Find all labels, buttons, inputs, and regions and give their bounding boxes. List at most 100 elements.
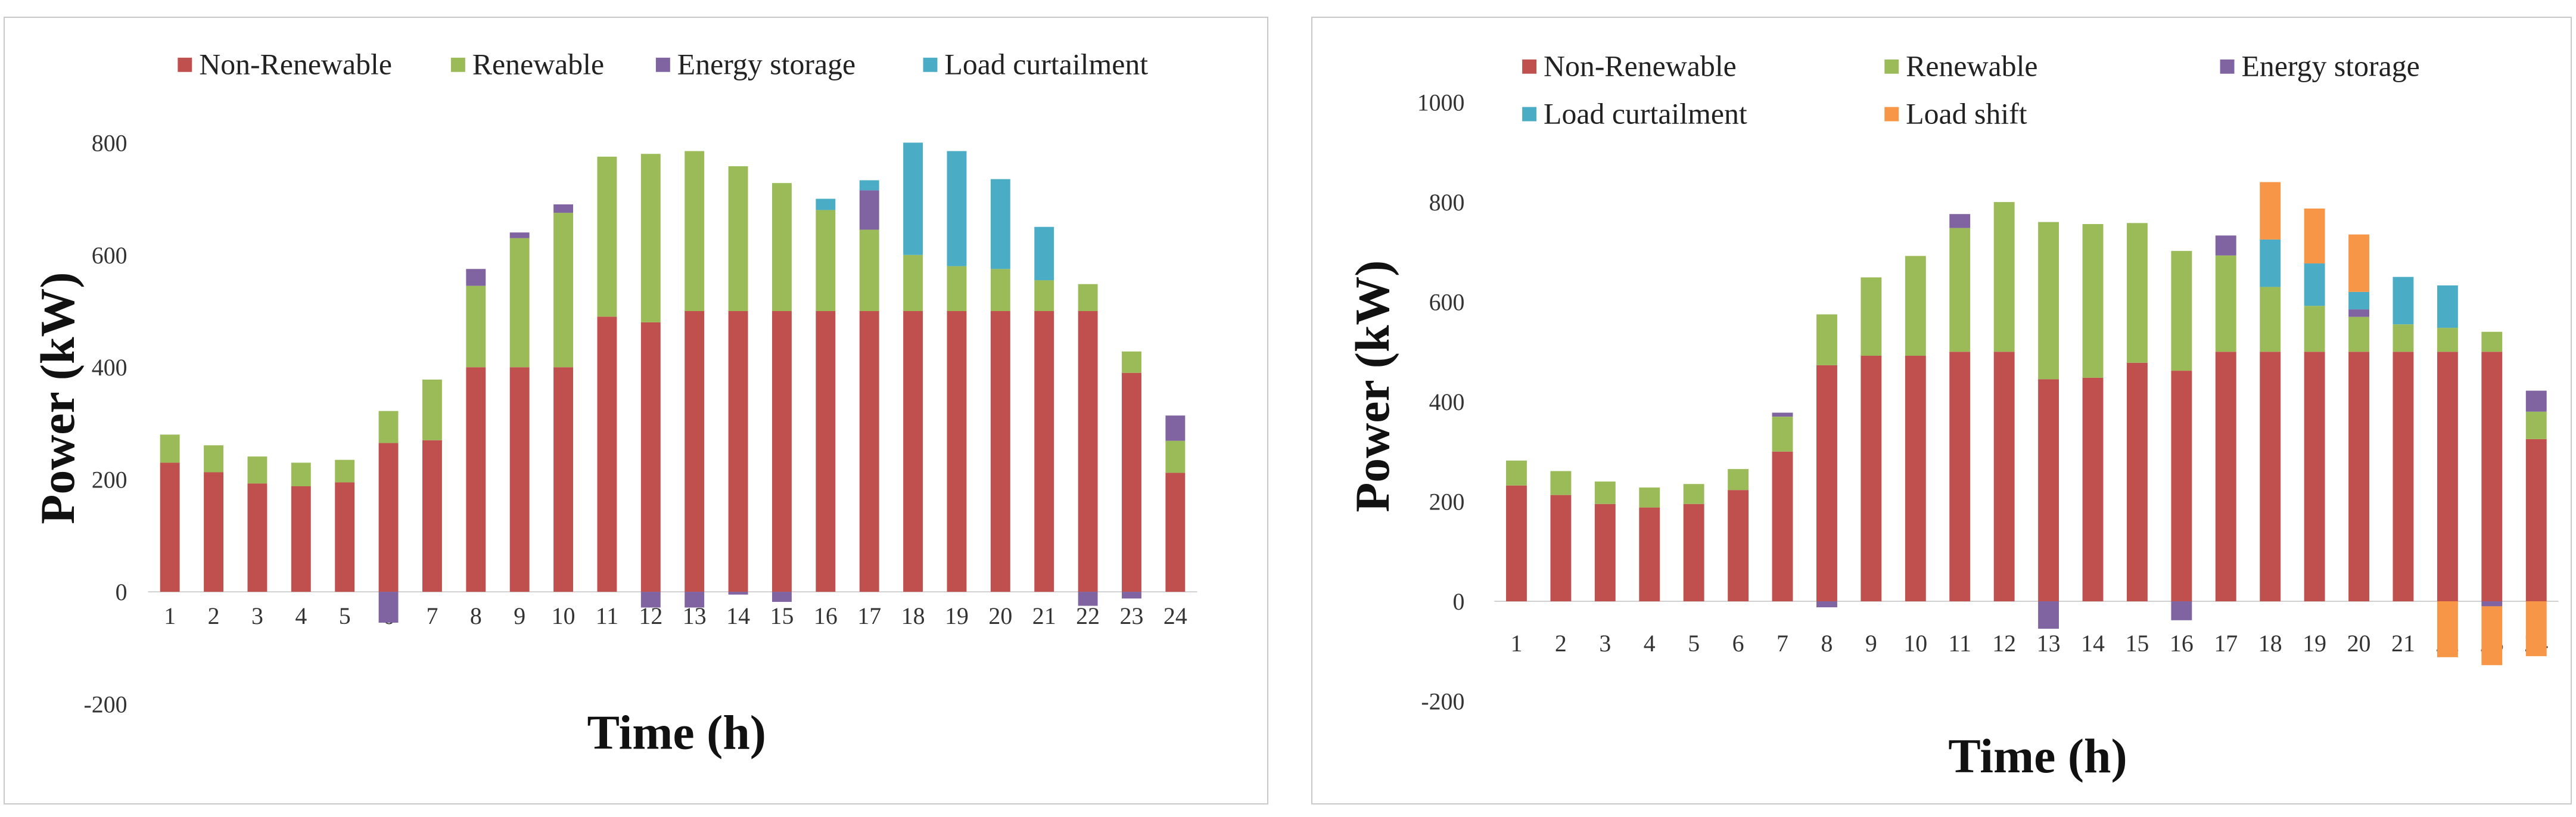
y-axis-title: Power (kW)	[30, 272, 85, 524]
x-tick-label: 20	[2347, 630, 2371, 657]
bar-energy-storage-h14	[728, 592, 748, 595]
y-tick-label: 0	[116, 579, 127, 605]
bar-non-renewable-h5	[1683, 504, 1704, 602]
bar-non-renewable-h7	[422, 440, 442, 592]
bar-non-renewable-h11	[597, 316, 617, 592]
y-tick-label: -200	[84, 691, 127, 717]
bar-renewable-h8	[466, 285, 486, 368]
legend-swatch-non-renewable	[1522, 59, 1537, 74]
legend: Non-Renewable Renewable Energy storage L…	[1522, 50, 2420, 130]
bar-non-renewable-h20	[2348, 352, 2370, 602]
y-tick-label: 1000	[1417, 89, 1465, 116]
legend-swatch-load-shift	[1884, 107, 1899, 122]
bar-non-renewable-h2	[204, 472, 224, 592]
x-tick-label: 1	[164, 602, 176, 629]
bar-load-curtailment-h21	[1034, 226, 1054, 281]
bar-renewable-h10	[553, 213, 574, 368]
bar-non-renewable-h7	[1772, 451, 1793, 602]
bar-non-renewable-h1	[160, 462, 180, 592]
bar-energy-storage-h22	[1078, 592, 1098, 606]
bar-load-shift-h19	[2304, 208, 2325, 264]
legend-label-renewable: Renewable	[472, 48, 604, 81]
bar-energy-storage-h13	[685, 592, 705, 608]
bar-energy-storage-h10	[553, 204, 574, 213]
bar-renewable-h4	[291, 462, 311, 487]
bar-renewable-h14	[2082, 223, 2104, 378]
bar-renewable-h17	[859, 229, 879, 312]
bar-renewable-h1	[1506, 460, 1527, 486]
bar-energy-storage-h24	[1165, 415, 1186, 441]
bar-energy-storage-h8	[1816, 601, 1837, 608]
bar-non-renewable-h23	[1122, 372, 1141, 592]
bar-energy-storage-h24	[2525, 390, 2547, 412]
x-tick-label: 12	[1992, 630, 2016, 657]
y-axis-title: Power (kW)	[1345, 260, 1399, 512]
bar-renewable-h21	[2393, 324, 2414, 352]
x-tick-label: 14	[2081, 630, 2105, 657]
bars-layer	[160, 142, 1186, 623]
bar-non-renewable-h19	[947, 311, 967, 592]
bar-load-curtailment-h21	[2393, 277, 2414, 325]
bar-non-renewable-h6	[1728, 490, 1749, 602]
bar-non-renewable-h21	[1034, 311, 1054, 592]
x-tick-label: 14	[726, 602, 750, 629]
bar-non-renewable-h23	[2481, 352, 2503, 602]
bar-renewable-h1	[160, 434, 180, 463]
x-tick-label: 5	[339, 602, 351, 629]
bar-non-renewable-h21	[2393, 352, 2414, 602]
x-tick-label: 3	[251, 602, 263, 629]
bar-load-curtailment-h22	[2437, 285, 2458, 328]
legend-swatch-renewable	[450, 57, 465, 72]
x-tick-label: 2	[1555, 630, 1567, 657]
bar-renewable-h15	[772, 183, 792, 312]
legend-swatch-load-curtailment	[1522, 107, 1537, 122]
bar-energy-storage-h11	[1949, 214, 1971, 228]
x-tick-label: 5	[1688, 630, 1700, 657]
bar-load-curtailment-h16	[816, 198, 836, 210]
legend-label-non-renewable: Non-Renewable	[1544, 50, 1737, 83]
x-tick-label: 16	[2170, 630, 2194, 657]
bar-renewable-h17	[2215, 255, 2236, 352]
bar-non-renewable-h4	[291, 486, 311, 592]
bar-load-shift-h18	[2260, 182, 2281, 240]
y-tick-label: 800	[1429, 189, 1465, 216]
bar-energy-storage-h9	[509, 232, 530, 238]
bar-renewable-h9	[1861, 277, 1882, 356]
bar-renewable-h22	[2437, 328, 2458, 352]
bar-renewable-h12	[1993, 202, 2015, 352]
bar-renewable-h11	[597, 156, 617, 317]
y-tick-label: 400	[92, 354, 127, 381]
bar-non-renewable-h10	[1905, 355, 1926, 602]
legend-label-energy-storage: Energy storage	[2241, 50, 2419, 83]
x-tick-label: 4	[1644, 630, 1656, 657]
bar-renewable-h7	[1772, 417, 1793, 452]
bar-energy-storage-h16	[2171, 601, 2192, 620]
x-tick-label: 9	[1865, 630, 1877, 657]
bar-renewable-h3	[1594, 481, 1616, 504]
x-tick-label: 1	[1511, 630, 1523, 657]
bar-renewable-h2	[204, 445, 224, 473]
x-tick-label: 7	[426, 602, 438, 629]
bar-renewable-h18	[903, 254, 923, 312]
x-tick-label: 11	[596, 602, 618, 629]
bar-non-renewable-h1	[1506, 485, 1527, 602]
bar-energy-storage-h23	[2481, 601, 2503, 607]
bar-non-renewable-h13	[685, 311, 705, 592]
bar-load-curtailment-h20	[990, 179, 1010, 269]
bar-non-renewable-h22	[2437, 352, 2458, 602]
x-tick-label: 18	[2258, 630, 2282, 657]
bar-energy-storage-h23	[1122, 592, 1141, 599]
bar-renewable-h16	[816, 210, 836, 312]
x-tick-label: 10	[552, 602, 575, 629]
bar-renewable-h23	[1122, 351, 1141, 373]
x-tick-label: 15	[2125, 630, 2149, 657]
bar-renewable-h21	[1034, 280, 1054, 312]
bars-layer	[1506, 182, 2547, 666]
bar-load-curtailment-h18	[2260, 239, 2281, 287]
y-tick-label: 0	[1452, 588, 1464, 615]
bar-renewable-h20	[990, 269, 1010, 312]
bar-load-shift-h20	[2348, 234, 2370, 292]
bar-non-renewable-h16	[2171, 371, 2192, 602]
bar-renewable-h9	[509, 238, 530, 368]
